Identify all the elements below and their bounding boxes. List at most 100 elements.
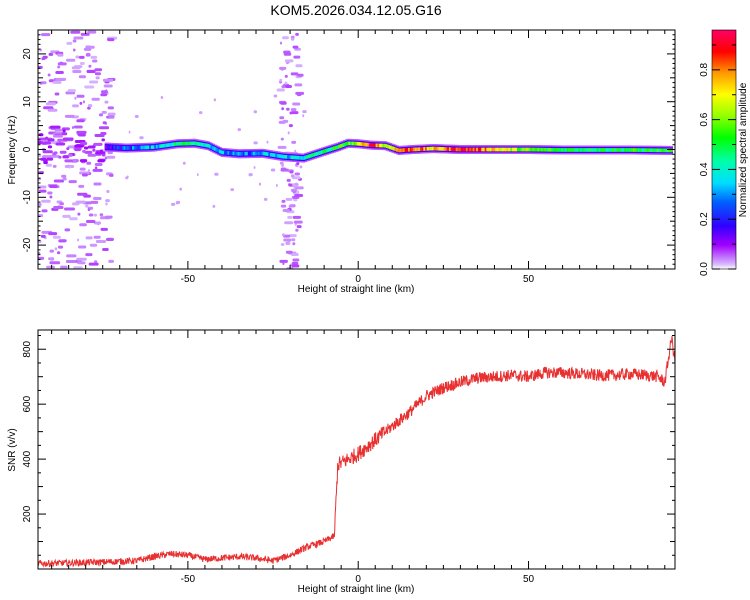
track-core: [329, 147, 333, 152]
track-core: [605, 148, 609, 152]
noise-blob: [82, 173, 88, 177]
colorbar-ticks: 0.0 0.2 0.4 0.6 0.8: [699, 44, 736, 276]
track-core: [261, 151, 265, 156]
track-core: [232, 151, 236, 156]
noise-blob: [53, 179, 65, 183]
noise-blob: [41, 56, 46, 60]
noise-blob: [282, 208, 290, 212]
track-core: [435, 146, 438, 151]
noise-blob: [77, 261, 82, 265]
noise-blob: [284, 59, 294, 63]
track-core: [334, 145, 338, 150]
track-core: [264, 152, 268, 156]
track-core: [281, 154, 285, 159]
track-core: [225, 150, 229, 155]
noise-blob: [59, 202, 64, 206]
track-core: [263, 151, 266, 156]
track-core: [552, 148, 556, 152]
track-core: [392, 146, 396, 151]
noise-blob: [47, 73, 51, 77]
noise-blob: [101, 138, 105, 142]
track-core: [571, 148, 575, 152]
track-core: [414, 147, 418, 152]
track-core: [360, 142, 363, 146]
noise-blob: [57, 65, 61, 69]
track-core: [344, 142, 348, 146]
noise-blob: [86, 161, 92, 165]
track-core: [542, 147, 546, 152]
noise-blob: [93, 196, 102, 200]
noise-blob: [83, 146, 89, 150]
noise-blob: [198, 111, 203, 115]
track-core: [598, 148, 602, 152]
track-core: [251, 151, 254, 156]
track-core: [295, 155, 299, 160]
track-core: [379, 143, 382, 148]
track-core: [648, 148, 651, 152]
spectrogram-noise: [38, 30, 307, 269]
track-core: [138, 145, 142, 150]
track-core: [508, 147, 512, 152]
noise-blob: [291, 140, 297, 144]
track-core: [169, 142, 173, 147]
track-core: [115, 145, 118, 150]
noise-blob: [276, 88, 285, 92]
noise-blob: [57, 53, 64, 57]
track-core: [574, 148, 578, 152]
noise-blob: [213, 98, 217, 102]
track-core: [181, 141, 185, 146]
noise-blob: [281, 85, 286, 89]
track-core: [384, 143, 387, 148]
noise-blob: [212, 204, 216, 208]
track-core: [140, 145, 144, 150]
noise-blob: [45, 163, 52, 167]
track-core: [258, 151, 261, 156]
track-core: [368, 143, 372, 147]
track-core: [525, 147, 529, 152]
track-core: [530, 147, 534, 152]
noise-blob: [230, 188, 235, 192]
track-core: [517, 147, 520, 152]
track-core: [629, 148, 633, 152]
track-core: [385, 144, 389, 149]
noise-blob: [46, 265, 55, 269]
track-core: [583, 148, 587, 152]
track-core: [201, 142, 205, 147]
track-core: [612, 148, 615, 152]
track-core: [602, 148, 605, 152]
noise-blob: [282, 36, 289, 40]
chart-title: KOM5.2026.034.12.05.G16: [270, 2, 441, 18]
track-core: [586, 148, 590, 152]
track-core: [210, 145, 214, 150]
noise-blob: [296, 93, 302, 97]
x-tick-label: 0: [355, 274, 361, 285]
noise-blob: [47, 191, 53, 195]
track-core: [390, 146, 394, 150]
track-core: [568, 148, 571, 152]
track-core: [426, 146, 430, 151]
track-core: [460, 147, 464, 152]
track-core: [198, 142, 202, 146]
track-core: [227, 151, 231, 155]
track-core: [455, 147, 459, 152]
track-core: [491, 147, 495, 152]
track-core: [237, 152, 241, 156]
noise-blob: [66, 41, 73, 45]
noise-blob: [71, 126, 75, 130]
y-tick-label: -20: [22, 237, 33, 252]
noise-blob: [49, 195, 53, 199]
noise-blob: [73, 48, 76, 52]
noise-blob: [60, 265, 68, 269]
track-core: [290, 155, 294, 160]
noise-blob: [102, 121, 107, 125]
track-core: [322, 149, 326, 154]
track-core: [580, 148, 583, 152]
noise-blob: [286, 107, 290, 111]
snr-xlabel: Height of straight line (km): [298, 584, 415, 595]
noise-blob: [62, 137, 74, 141]
track-core: [244, 151, 248, 156]
track-core: [346, 141, 350, 146]
track-core: [293, 155, 297, 160]
track-core: [133, 145, 137, 150]
noise-blob: [279, 116, 285, 120]
